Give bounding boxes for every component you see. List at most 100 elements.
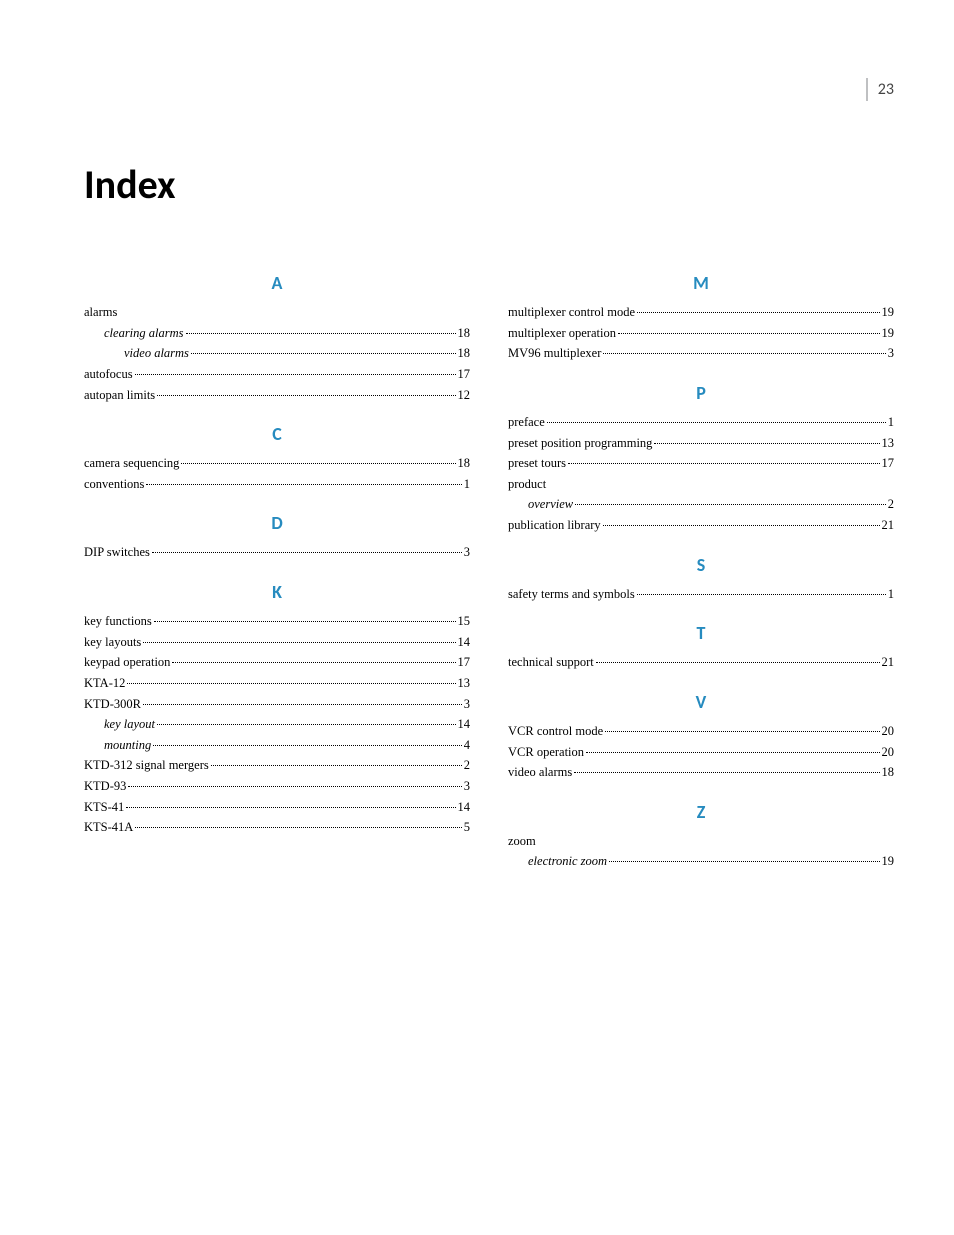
index-page-ref: 18 — [458, 323, 471, 344]
index-leader — [135, 374, 456, 375]
index-page-ref: 14 — [458, 632, 471, 653]
page-number: 23 — [866, 78, 894, 101]
index-entry: KTD-312 signal mergers 2 — [84, 755, 470, 776]
index-page-ref: 3 — [464, 694, 470, 715]
index-term: VCR operation — [508, 742, 584, 763]
index-entry: keypad operation17 — [84, 652, 470, 673]
index-leader — [157, 724, 455, 725]
index-leader — [143, 704, 462, 705]
index-leader — [128, 786, 461, 787]
index-leader — [574, 772, 879, 773]
index-page-ref: 19 — [882, 851, 895, 872]
index-term: multiplexer operation — [508, 323, 616, 344]
index-entry: preset position programming13 — [508, 433, 894, 454]
index-page-ref: 18 — [882, 762, 895, 783]
index-entry: camera sequencing18 — [84, 453, 470, 474]
index-term: key layouts — [84, 632, 141, 653]
index-entry: conventions1 — [84, 474, 470, 495]
index-entry: clearing alarms18 — [84, 323, 470, 344]
index-term: KTS-41A — [84, 817, 133, 838]
index-page-ref: 3 — [888, 343, 894, 364]
index-section-letter: A — [84, 272, 470, 294]
index-leader — [603, 353, 885, 354]
index-entry: product — [508, 474, 894, 495]
index-section-letter: M — [508, 272, 894, 294]
index-page-ref: 1 — [464, 474, 470, 495]
index-term: preset tours — [508, 453, 566, 474]
index-page-ref: 20 — [882, 742, 895, 763]
index-leader — [575, 504, 886, 505]
index-entry: publication library21 — [508, 515, 894, 536]
index-page-ref: 19 — [882, 323, 895, 344]
index-term: alarms — [84, 302, 117, 323]
index-page-ref: 2 — [888, 494, 894, 515]
index-entry: VCR operation 20 — [508, 742, 894, 763]
index-columns: Aalarmsclearing alarms18video alarms18au… — [84, 272, 894, 872]
index-leader — [637, 594, 886, 595]
index-term: safety terms and symbols — [508, 584, 635, 605]
index-page-ref: 20 — [882, 721, 895, 742]
index-term: electronic zoom — [528, 851, 607, 872]
index-leader — [191, 353, 456, 354]
index-page-ref: 4 — [464, 735, 470, 756]
index-entry: mounting 4 — [84, 735, 470, 756]
index-entry: MV96 multiplexer 3 — [508, 343, 894, 364]
index-section-letter: D — [84, 512, 470, 534]
index-term: autopan limits — [84, 385, 155, 406]
index-term: technical support — [508, 652, 594, 673]
index-leader — [605, 731, 879, 732]
index-page-ref: 12 — [458, 385, 471, 406]
index-term: DIP switches — [84, 542, 150, 563]
index-leader — [146, 484, 461, 485]
index-entry: safety terms and symbols1 — [508, 584, 894, 605]
index-entry: key functions15 — [84, 611, 470, 632]
index-page-ref: 18 — [458, 343, 471, 364]
index-term: KTD-93 — [84, 776, 126, 797]
index-leader — [181, 463, 455, 464]
index-term: KTS-41 — [84, 797, 124, 818]
index-leader — [654, 443, 879, 444]
index-section-letter: K — [84, 581, 470, 603]
index-term: MV96 multiplexer — [508, 343, 601, 364]
index-entry: electronic zoom 19 — [508, 851, 894, 872]
index-term: KTD-312 signal mergers — [84, 755, 209, 776]
index-section-letter: P — [508, 382, 894, 404]
index-entry: preset tours17 — [508, 453, 894, 474]
index-section-letter: Z — [508, 801, 894, 823]
index-leader — [126, 807, 455, 808]
index-page-ref: 2 — [464, 755, 470, 776]
index-entry: KTD-93 3 — [84, 776, 470, 797]
index-entry: VCR control mode20 — [508, 721, 894, 742]
index-section-letter: C — [84, 423, 470, 445]
index-leader — [154, 621, 456, 622]
index-leader — [618, 333, 880, 334]
index-page-ref: 14 — [458, 714, 471, 735]
index-entry: alarms — [84, 302, 470, 323]
index-term: video alarms — [124, 343, 189, 364]
index-leader — [211, 765, 462, 766]
index-leader — [637, 312, 879, 313]
index-entry: technical support21 — [508, 652, 894, 673]
index-page-ref: 21 — [882, 515, 895, 536]
index-entry: video alarms18 — [508, 762, 894, 783]
index-leader — [596, 662, 880, 663]
index-entry: autofocus17 — [84, 364, 470, 385]
index-leader — [127, 683, 455, 684]
index-page-ref: 19 — [882, 302, 895, 323]
index-term: autofocus — [84, 364, 133, 385]
index-term: mounting — [104, 735, 151, 756]
index-entry: key layout14 — [84, 714, 470, 735]
index-entry: KTS-41 14 — [84, 797, 470, 818]
index-page-ref: 13 — [882, 433, 895, 454]
index-page-ref: 3 — [464, 542, 470, 563]
index-term: product — [508, 474, 546, 495]
index-leader — [547, 422, 886, 423]
index-term: key functions — [84, 611, 152, 632]
index-page-ref: 3 — [464, 776, 470, 797]
index-leader — [135, 827, 461, 828]
index-page-ref: 14 — [458, 797, 471, 818]
index-term: multiplexer control mode — [508, 302, 635, 323]
index-section-letter: T — [508, 622, 894, 644]
index-entry: KTA-1213 — [84, 673, 470, 694]
index-leader — [609, 861, 879, 862]
